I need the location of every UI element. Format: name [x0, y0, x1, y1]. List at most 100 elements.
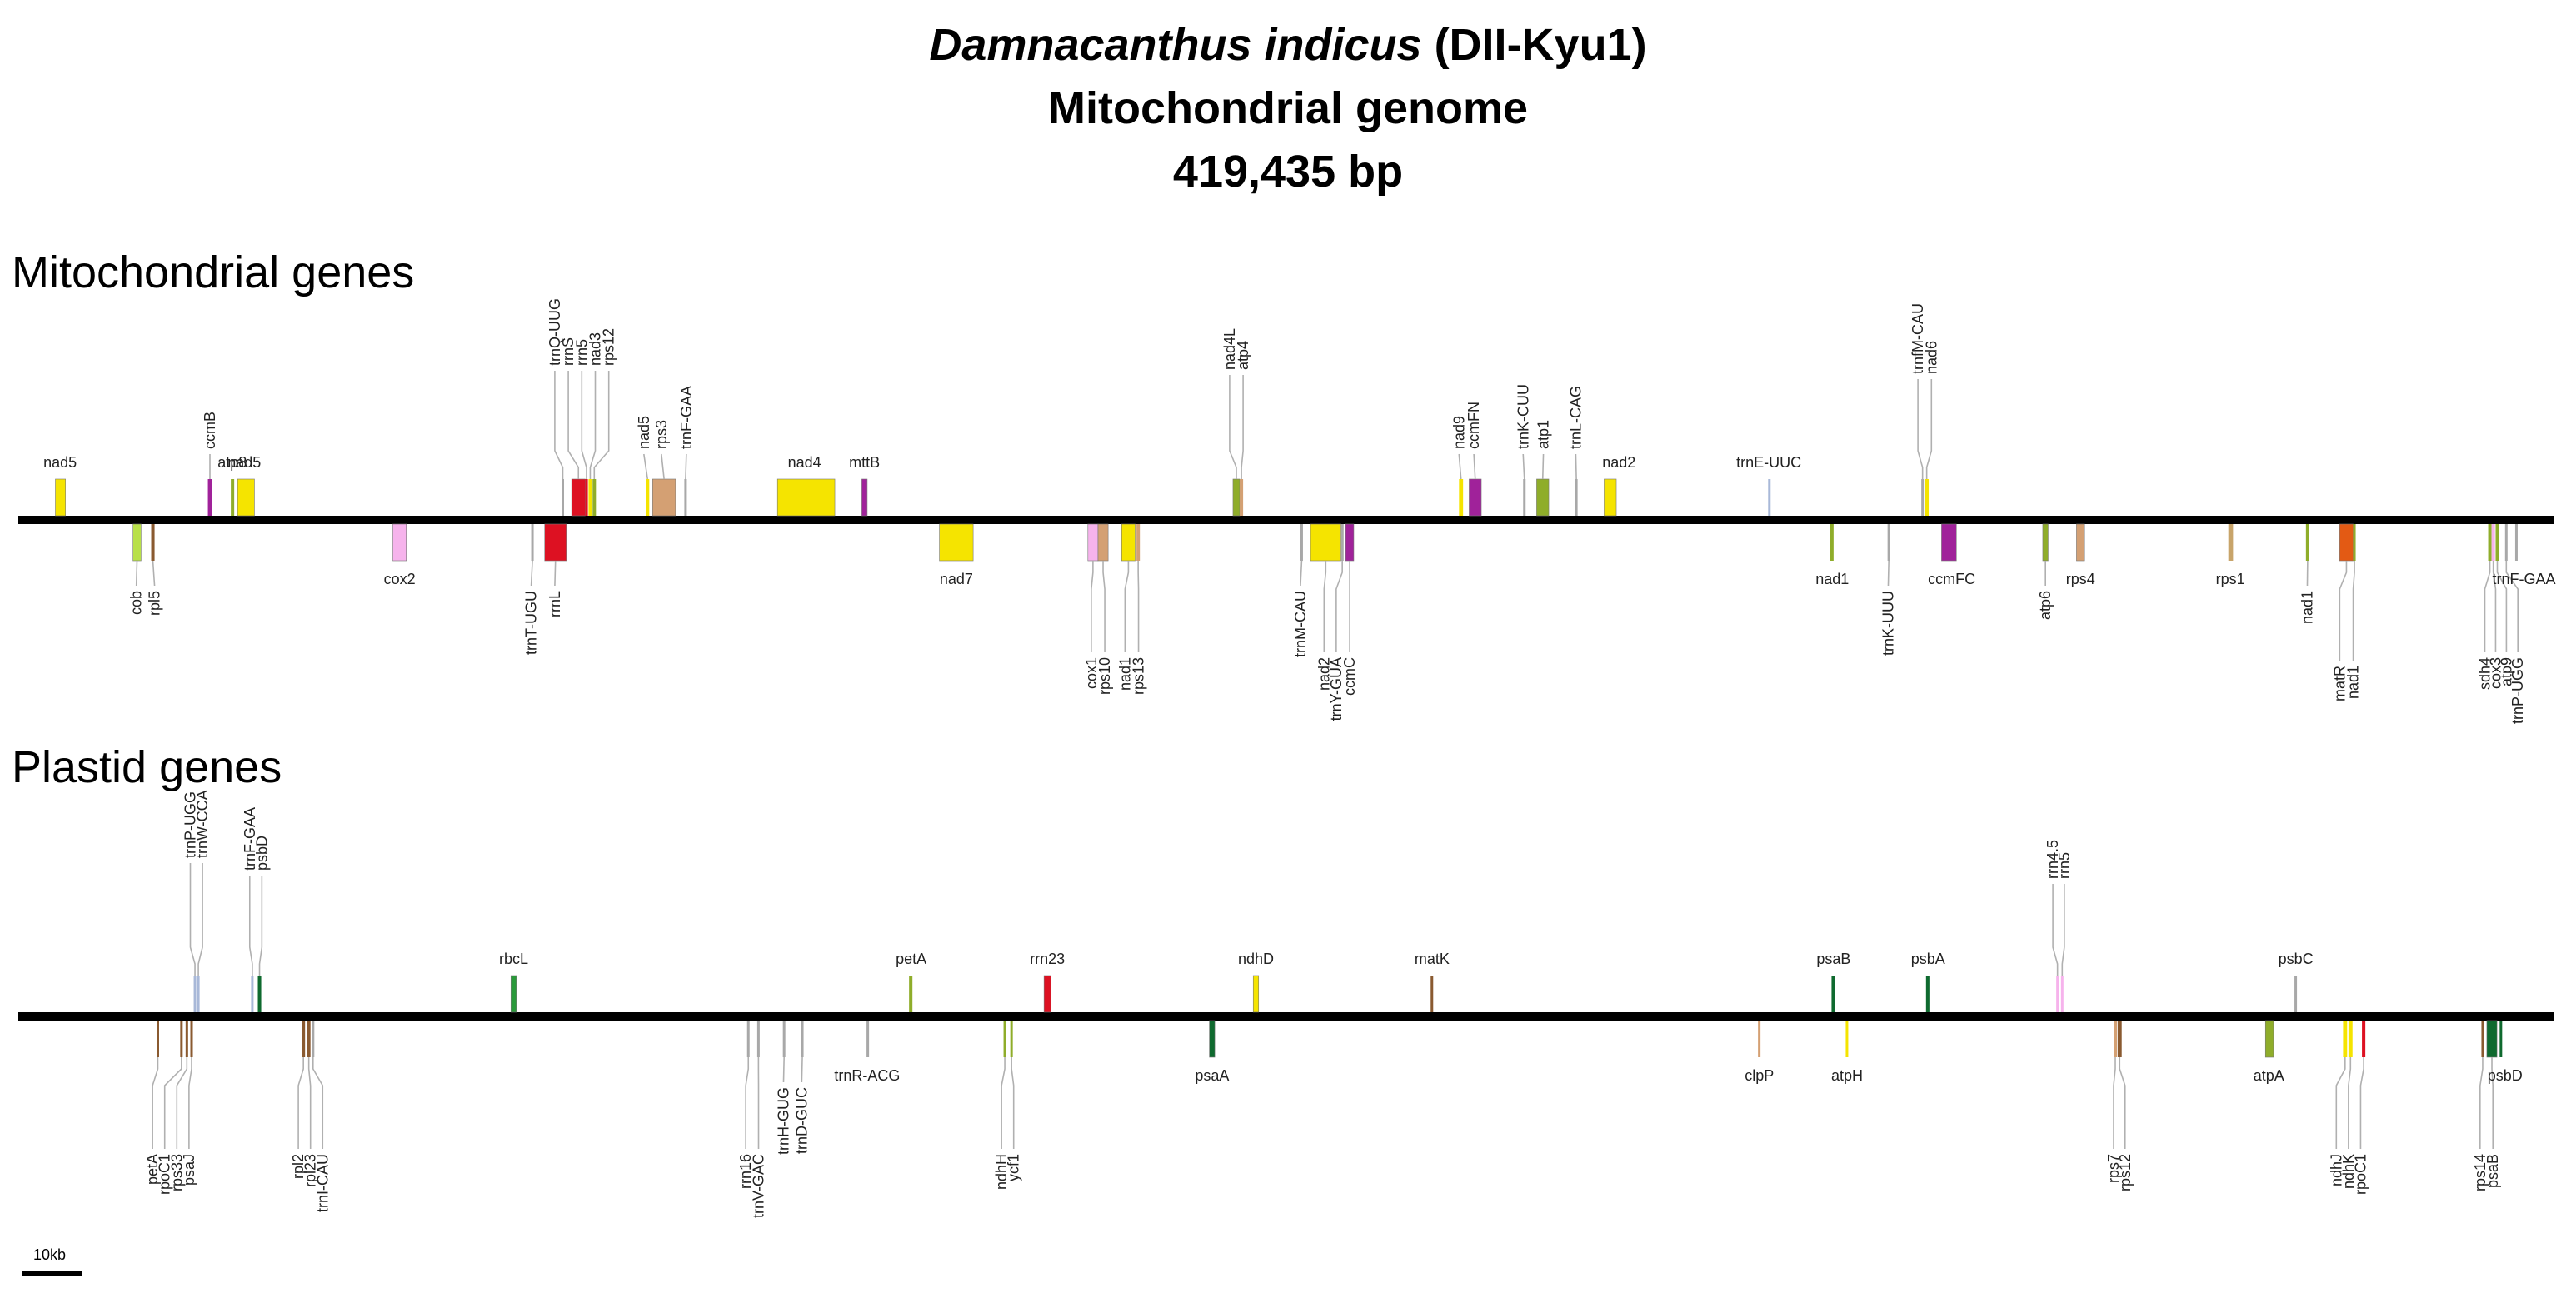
gene-block-nad5: [55, 478, 66, 517]
gene-atpH: atpH: [1831, 1021, 1863, 1084]
gene-block-trnP-UGG: [2504, 524, 2508, 561]
gene-block-trnT-UGU: [531, 524, 534, 561]
gene-label-trnT-UGU: trnT-UGU: [523, 591, 540, 655]
gene-psaJ: psaJ: [181, 1021, 197, 1186]
leader-line-ndhH: [1001, 1057, 1006, 1149]
gene-block-trnF-GAA: [2514, 524, 2518, 561]
gene-rpoC1: rpoC1: [2352, 1021, 2369, 1195]
gene-block-nad5: [237, 478, 255, 517]
gene-rps7: rps7: [2105, 1021, 2122, 1183]
gene-label-psaJ: psaJ: [181, 1154, 197, 1186]
gene-block-psbC: [2294, 976, 2298, 1012]
gene-rps33: rps33: [168, 1021, 188, 1191]
gene-label-trnP-UGG: trnP-UGG: [182, 791, 199, 858]
leader-line-psaB: [2491, 1057, 2494, 1149]
gene-label-rpl2: rpl2: [290, 1154, 307, 1179]
leader-line-rpoC1: [163, 1057, 182, 1149]
leader-line-trnY-GUA: [1335, 561, 1343, 652]
gene-label-ndhD: ndhD: [1238, 951, 1274, 967]
gene-trnV-GAC: trnV-GAC: [751, 1021, 767, 1218]
gene-cox2: cox2: [384, 523, 416, 587]
leader-line-trnW-CCA: [197, 863, 203, 976]
gene-block-nad5: [646, 479, 650, 516]
gene-label-rps7: rps7: [2105, 1154, 2122, 1183]
scale-bar-label: 10kb: [33, 1246, 67, 1263]
gene-block-trnI-CAU: [312, 1021, 315, 1057]
leader-line-trnK-UUU: [1887, 560, 1890, 587]
gene-label-psaA: psaA: [1195, 1067, 1229, 1084]
gene-nad9: nad9: [1450, 416, 1467, 516]
leader-line-rps14: [2479, 1057, 2484, 1149]
gene-trnY-GUA: trnY-GUA: [1328, 524, 1345, 721]
leader-line-sdh4: [2484, 561, 2491, 652]
gene-label-ycf1: ycf1: [1006, 1154, 1022, 1181]
leader-line-psaJ: [188, 1057, 192, 1149]
gene-label-ccmFN: ccmFN: [1465, 402, 1482, 449]
leader-line-trnP-UGG: [189, 863, 196, 976]
gene-label-trnH-GUG: trnH-GUG: [775, 1087, 791, 1155]
gene-block-clpP: [1758, 1021, 1761, 1057]
gene-trnH-GUG: trnH-GUG: [775, 1021, 791, 1155]
gene-block-nad1: [1121, 523, 1136, 562]
gene-block-rps1: [2228, 524, 2234, 561]
gene-nad7: nad7: [939, 523, 974, 587]
leader-line-ndhK: [2348, 1057, 2352, 1149]
leader-line-rps12: [2119, 1057, 2126, 1149]
gene-label-trnR-ACG: trnR-ACG: [834, 1067, 900, 1084]
gene-rpl2: rpl2: [290, 1021, 307, 1179]
gene-block-psbD: [2499, 1021, 2503, 1057]
gene-ccmB: ccmB: [202, 412, 218, 516]
leader-line-nad3: [589, 371, 597, 479]
gene-label-trnL-CAG: trnL-CAG: [1567, 386, 1584, 449]
leader-line-trnP-UGG: [2505, 561, 2519, 652]
leader-line-ccmFN: [1473, 453, 1476, 480]
gene-block-trnH-GUG: [782, 1021, 786, 1057]
gene-label-rrn23: rrn23: [1030, 951, 1065, 967]
gene-block-atpH: [1845, 1021, 1849, 1057]
gene-label-trnF-GAA: trnF-GAA: [678, 386, 695, 449]
gene-block-rrn23: [1043, 975, 1051, 1013]
gene-label-nad1: nad1: [2345, 666, 2362, 699]
gene-label-atpA: atpA: [2254, 1067, 2284, 1084]
leader-line-cox1: [1091, 561, 1094, 652]
gene-label-nad5: nad5: [227, 454, 261, 471]
gene-nad1: nad1: [1815, 524, 1849, 587]
gene-nad1: nad1: [2299, 524, 2315, 624]
gene-label-atp4: atp4: [1235, 341, 1251, 370]
gene-trnQ-UUG: trnQ-UUG: [547, 298, 564, 516]
gene-block-ndhH: [1003, 1021, 1006, 1057]
gene-block-petA: [157, 1021, 159, 1057]
gene-ndhD: ndhD: [1238, 951, 1274, 1013]
gene-label-nad4: nad4: [788, 454, 821, 471]
gene-block-rps10: [1097, 523, 1109, 562]
gene-psaA: psaA: [1195, 1020, 1229, 1084]
gene-trnP-UGG: trnP-UGG: [2504, 524, 2526, 724]
gene-ccmFN: ccmFN: [1465, 402, 1482, 517]
gene-block-rpoC1: [2362, 1021, 2366, 1057]
gene-nad1: nad1: [2345, 524, 2362, 699]
gene-nad2: nad2: [1310, 523, 1341, 691]
gene-trnT-UGU: trnT-UGU: [523, 524, 540, 655]
gene-label-nad9: nad9: [1450, 416, 1467, 449]
gene-trnF-GAA: trnF-GAA: [242, 807, 258, 1012]
leader-line-trnI-CAU: [312, 1057, 324, 1149]
gene-nad6: nad6: [1923, 341, 1939, 516]
leader-line-rpl2: [297, 1057, 304, 1149]
gene-block-cob: [132, 523, 142, 562]
gene-label-psbD: psbD: [2488, 1067, 2523, 1084]
gene-psbD: psbD: [253, 836, 270, 1012]
gene-block-nad3: [588, 479, 592, 516]
gene-label-sdh4: sdh4: [2477, 657, 2494, 690]
gene-label-nad6: nad6: [1923, 341, 1939, 374]
gene-psbD: psbD: [2488, 1021, 2523, 1084]
leader-line-trnT-UGU: [530, 560, 533, 587]
gene-label-nad5: nad5: [43, 454, 77, 471]
gene-block-mttB: [861, 478, 868, 517]
gene-label-ndhJ: ndhJ: [2328, 1154, 2344, 1186]
leader-line-atp9: [2496, 561, 2508, 652]
gene-rps1: rps1: [2216, 524, 2245, 587]
gene-block-rps4: [2076, 523, 2085, 562]
gene-rrn5: rrn5: [2056, 852, 2073, 1012]
gene-cob: cob: [128, 523, 145, 615]
leader-line-rps12: [593, 371, 610, 479]
